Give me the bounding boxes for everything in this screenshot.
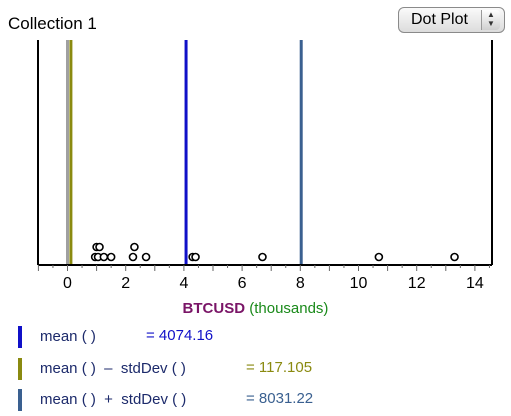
x-tick-label: 0	[63, 275, 72, 292]
x-tick-label: 12	[408, 275, 426, 292]
legend-color-bar	[18, 326, 22, 348]
x-tick-label: 6	[238, 275, 247, 292]
data-point	[95, 242, 104, 252]
data-point	[191, 252, 200, 262]
axis-attribute-name[interactable]: BTCUSD	[182, 300, 246, 317]
legend-formula[interactable]: mean ( )	[40, 328, 96, 345]
data-point	[258, 252, 267, 262]
legend-color-bar	[18, 389, 22, 411]
x-tick-label: 14	[466, 275, 484, 292]
data-point	[106, 252, 116, 262]
data-point	[130, 242, 139, 252]
axis-title[interactable]: BTCUSD (thousands)	[0, 300, 511, 317]
data-point	[141, 252, 151, 262]
dot-plot-area[interactable]: 0 2 4 6 8 10 12 14	[0, 0, 511, 300]
legend-value: = 4074.16	[146, 327, 214, 344]
x-tick-label: 2	[121, 275, 130, 292]
x-tick-label: 8	[296, 275, 305, 292]
data-point	[374, 252, 384, 262]
legend-formula[interactable]: mean ( ) – stdDev ( )	[40, 360, 186, 377]
collection-title: Collection 1	[8, 14, 97, 33]
up-down-arrows-icon[interactable]: ▲ ▼	[481, 10, 500, 30]
legend-color-bar	[18, 358, 22, 380]
axis-attribute-unit: (thousands)	[249, 300, 329, 317]
legend-formula[interactable]: mean ( ) + stdDev ( )	[40, 391, 187, 408]
data-point	[99, 252, 109, 262]
data-point	[450, 252, 459, 262]
x-tick-label: 10	[350, 275, 368, 292]
legend-value: = 8031.22	[246, 390, 314, 407]
plot-type-select[interactable]: Dot Plot ▲ ▼	[398, 7, 505, 33]
plot-type-label: Dot Plot	[411, 11, 468, 28]
x-tick-label: 4	[179, 275, 188, 292]
legend-value: = 117.105	[246, 359, 313, 376]
data-point	[128, 252, 138, 262]
